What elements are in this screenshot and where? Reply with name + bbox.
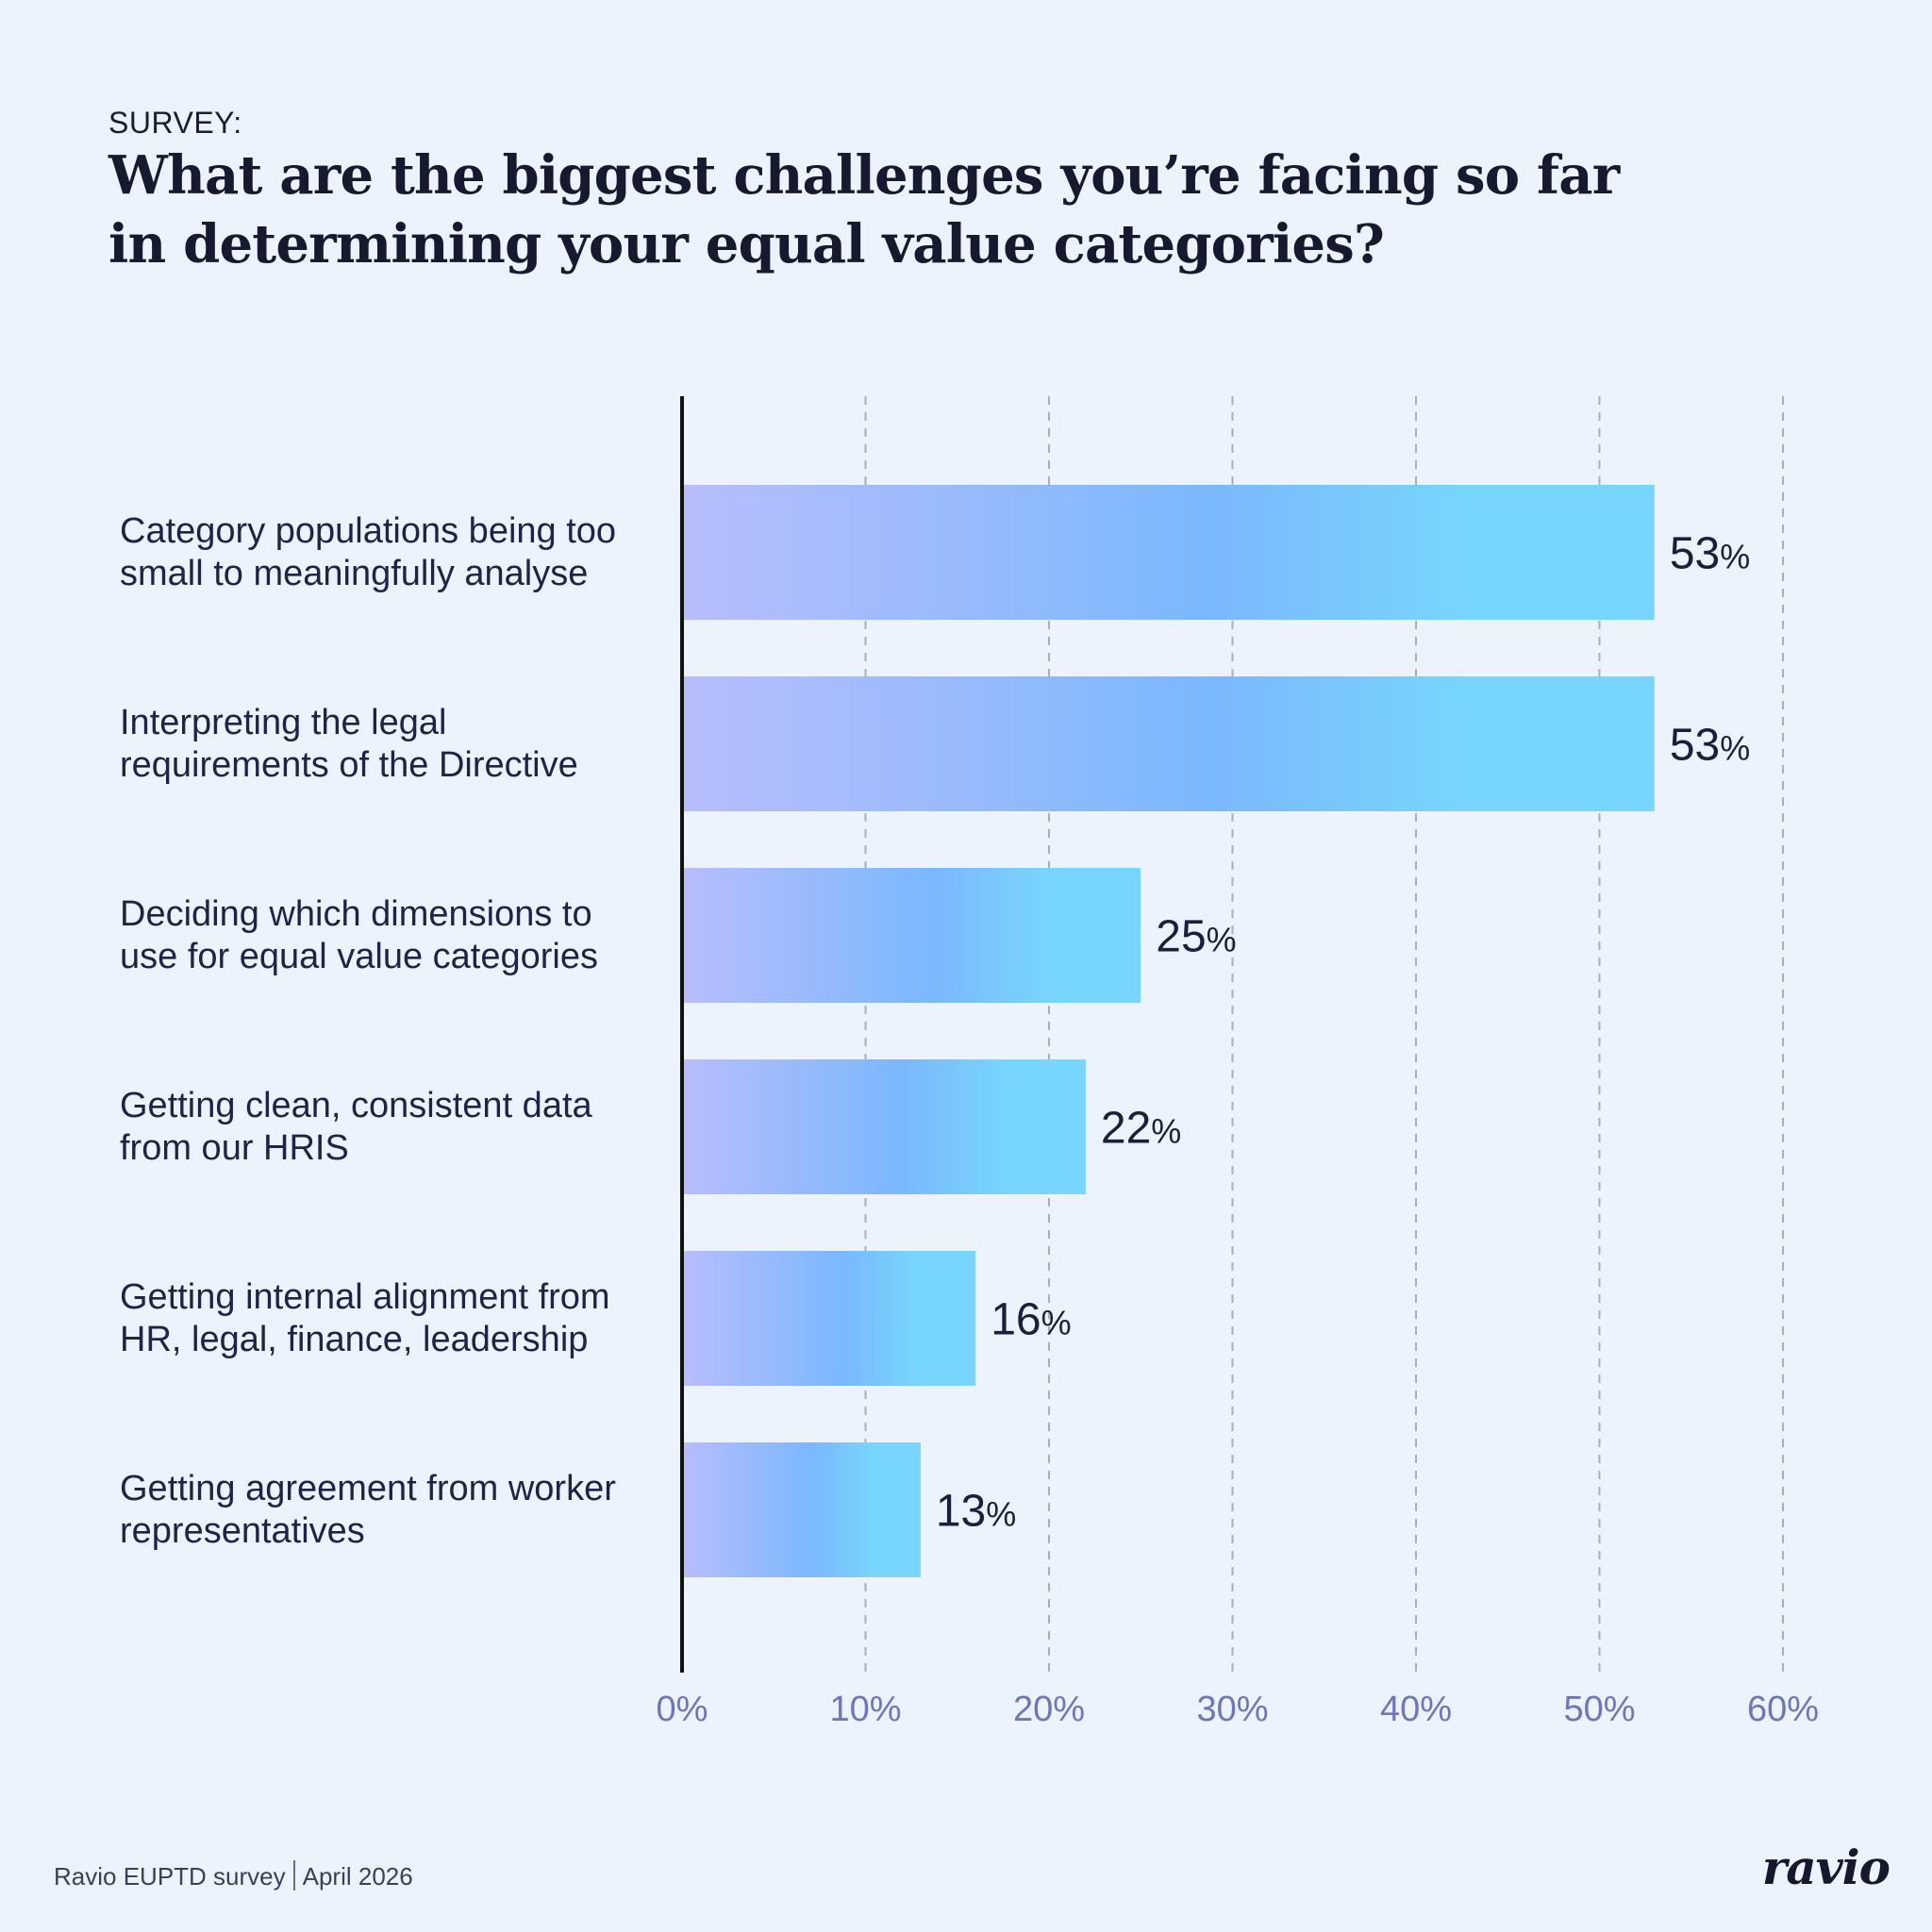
category-label-line: requirements of the Directive	[120, 744, 578, 785]
ravio-logo: ravio	[1761, 1840, 1890, 1895]
bar	[682, 485, 1655, 620]
category-label-line: from our HRIS	[120, 1127, 349, 1168]
category-label-line: Getting internal alignment from	[120, 1276, 610, 1317]
category-label-line: Deciding which dimensions to	[120, 893, 592, 934]
category-label-line: Interpreting the legal	[120, 702, 447, 742]
x-tick-label: 10%	[829, 1690, 901, 1729]
x-tick-label: 0%	[657, 1690, 708, 1729]
x-tick-label: 20%	[1013, 1690, 1085, 1729]
footer-divider	[292, 1860, 295, 1890]
category-label: Getting agreement from worker representat…	[120, 1468, 686, 1553]
category-label-line: Getting agreement from worker	[120, 1468, 616, 1508]
data-label: 22%	[1101, 1104, 1181, 1154]
category-label-line: small to meaningfully analyse	[120, 553, 589, 593]
bar	[682, 676, 1655, 811]
category-label-line: HR, legal, finance, leadership	[120, 1319, 589, 1359]
data-label: 25%	[1156, 912, 1236, 962]
bar	[682, 1442, 921, 1577]
category-label: Interpreting the legal requirements of th…	[120, 702, 686, 787]
bar	[682, 1059, 1086, 1194]
x-tick-label: 60%	[1747, 1690, 1819, 1729]
category-label-line: representatives	[120, 1510, 365, 1551]
data-label: 16%	[991, 1295, 1071, 1345]
category-label: Deciding which dimensions to use for equa…	[120, 893, 686, 978]
x-tick-label: 30%	[1196, 1690, 1268, 1729]
x-tick-label: 40%	[1380, 1690, 1452, 1729]
data-labels: 53% 53% 25% 22% 16% 13%	[936, 529, 1750, 1537]
bar	[682, 1251, 976, 1386]
source-text: Ravio EUPTD survey	[54, 1862, 286, 1890]
data-label: 53%	[1670, 529, 1750, 579]
category-label-line: Getting clean, consistent data	[120, 1085, 592, 1125]
chart-title: What are the biggest challenges you’re f…	[108, 144, 1620, 275]
x-tick-labels: 0% 10% 20% 30% 40% 50% 60%	[657, 1690, 1819, 1729]
bar	[682, 868, 1141, 1003]
category-label: Category populations being too small to m…	[120, 510, 686, 595]
category-label-line: use for equal value categories	[120, 936, 598, 976]
source-date: April 2026	[302, 1862, 413, 1890]
footer-source: Ravio EUPTD survey April 2026	[54, 1860, 413, 1891]
bars	[682, 485, 1655, 1577]
survey-eyebrow: SURVEY:	[108, 106, 242, 140]
data-label: 13%	[936, 1487, 1016, 1537]
category-label: Getting internal alignment from HR, legal…	[120, 1276, 686, 1361]
data-label: 53%	[1670, 721, 1750, 771]
category-label: Getting clean, consistent data from our H…	[120, 1085, 686, 1170]
category-label-line: Category populations being too	[120, 510, 617, 551]
x-tick-label: 50%	[1563, 1690, 1635, 1729]
